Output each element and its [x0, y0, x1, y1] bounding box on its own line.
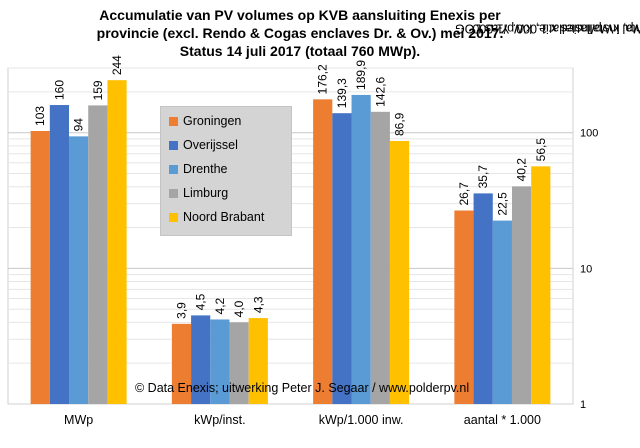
legend-item: Limburg	[169, 184, 228, 202]
data-label: 103	[33, 106, 47, 126]
data-label: 94	[72, 118, 86, 132]
y-tick-labels: 1 10 100	[580, 128, 598, 411]
bar	[171, 323, 192, 404]
bar	[389, 140, 410, 404]
bar	[351, 94, 371, 404]
x-tick-label: aantal * 1.000	[464, 413, 541, 427]
x-tick-label: kWp/1.000 inw.	[319, 413, 404, 427]
title-line-3: Status 14 juli 2017 (totaal 760 MWp).	[179, 43, 421, 59]
value-labels: 103 160 94 159 244 3,9 4,5 4,2 4,0 4,3 176,2 139,3 1…	[33, 55, 548, 319]
data-label: 4,0	[232, 300, 246, 317]
data-label: 26,7	[457, 182, 471, 206]
legend-swatch	[169, 212, 178, 222]
x-tick-label: kWp/inst.	[194, 413, 245, 427]
data-label: 189,9	[354, 60, 368, 90]
data-label: 176,2	[316, 64, 330, 94]
data-label: 86,9	[393, 112, 407, 136]
data-label: 4,3	[251, 296, 265, 313]
bar	[88, 105, 108, 404]
data-label: 3,9	[174, 302, 188, 319]
x-tick-labels: MWp kWp/inst. kWp/1.000 inw. aantal * 1.000	[64, 413, 541, 427]
data-label: 56,5	[534, 138, 548, 162]
legend-item: Groningen	[169, 112, 241, 130]
chart-title: Accumulatie van PV volumes op KVB aanslu…	[0, 6, 600, 60]
bar	[332, 113, 352, 404]
y-tick-label: 1	[580, 399, 586, 411]
bars	[30, 80, 551, 405]
y-axis-label-line-2: inwoners, berekend aantal installaties x…	[454, 21, 640, 36]
bar	[492, 220, 512, 404]
legend-swatch	[169, 116, 178, 126]
bar	[248, 318, 268, 404]
bar	[191, 315, 211, 404]
legend: Groningen Overijssel Drenthe Limburg Noord B…	[160, 106, 292, 236]
data-label: 40,2	[515, 158, 529, 182]
title-line-1: Accumulatie van PV volumes op KVB aanslu…	[99, 7, 501, 23]
bar	[69, 136, 89, 404]
data-label: 139,3	[335, 78, 349, 108]
legend-swatch	[169, 188, 178, 198]
data-label: 142,6	[373, 76, 387, 106]
bar	[107, 80, 127, 404]
bar	[531, 166, 551, 404]
bar	[210, 319, 230, 404]
legend-label: Drenthe	[183, 162, 228, 176]
bar	[313, 99, 333, 405]
bar	[49, 105, 70, 405]
legend-label: Overijssel	[183, 138, 238, 152]
data-label: 159	[91, 80, 105, 100]
legend-label: Limburg	[183, 186, 229, 200]
data-label: 4,2	[213, 297, 227, 314]
data-label: 244	[110, 55, 124, 75]
data-label: 22,5	[495, 192, 509, 216]
bar	[454, 210, 474, 404]
legend-item: Drenthe	[169, 160, 227, 178]
bar	[30, 130, 50, 404]
legend-item: Overijssel	[169, 136, 238, 154]
data-label: 4,5	[194, 293, 208, 310]
legend-label: Groningen	[183, 114, 242, 128]
y-tick-label: 10	[580, 263, 592, 275]
legend-label: Noord Brabant	[183, 210, 265, 224]
credit-text: © Data Enexis; uitwerking Peter J. Segaa…	[135, 381, 470, 395]
y-tick-label: 100	[580, 128, 598, 140]
data-label: 35,7	[476, 165, 490, 189]
bar	[229, 322, 249, 404]
title-line-2: provincie (excl. Rendo & Cogas enclaves …	[96, 25, 504, 41]
bar	[370, 111, 390, 404]
legend-swatch	[169, 164, 178, 174]
bar	[473, 193, 493, 404]
bar	[511, 186, 532, 404]
legend-swatch	[169, 140, 178, 150]
data-label: 160	[52, 80, 66, 100]
x-tick-label: MWp	[64, 413, 93, 427]
legend-item: Noord Brabant	[169, 208, 264, 226]
